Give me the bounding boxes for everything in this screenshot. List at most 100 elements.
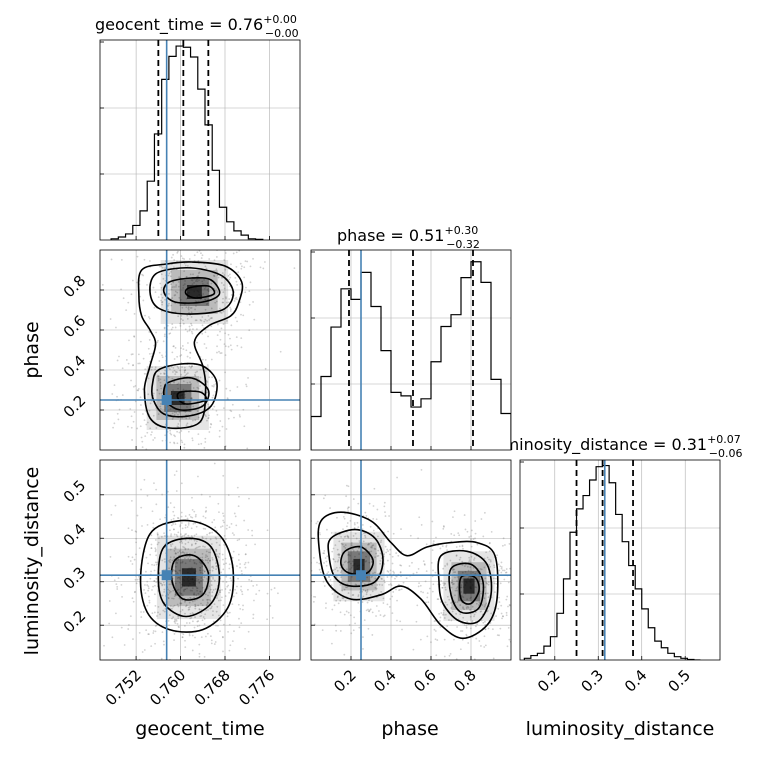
- scatter-point: [370, 560, 373, 563]
- scatter-point: [243, 563, 246, 566]
- scatter-point: [177, 517, 180, 520]
- scatter-point: [195, 319, 198, 322]
- scatter-point: [152, 585, 154, 588]
- scatter-point: [478, 604, 480, 606]
- scatter-point: [489, 560, 492, 563]
- scatter-point: [201, 604, 204, 607]
- scatter-point: [187, 534, 190, 537]
- scatter-point: [173, 533, 176, 536]
- scatter-point: [147, 347, 150, 350]
- scatter-point: [240, 589, 242, 591]
- scatter-point: [188, 634, 191, 637]
- scatter-point: [355, 583, 358, 586]
- scatter-point: [226, 615, 229, 618]
- scatter-point: [279, 350, 282, 353]
- scatter-point: [209, 538, 212, 541]
- scatter-point: [184, 612, 186, 615]
- scatter-point: [339, 599, 342, 602]
- scatter-point: [186, 406, 188, 408]
- scatter-point: [389, 553, 391, 556]
- scatter-point: [207, 609, 209, 611]
- scatter-point: [266, 529, 269, 532]
- hist-frame: [519, 459, 721, 661]
- scatter-point: [141, 413, 144, 415]
- xtick-label-geocent_time-2: 0.768: [191, 666, 234, 709]
- scatter-point: [199, 566, 202, 569]
- pair-panel-geocent_time-luminosity_distance: [99, 459, 301, 661]
- scatter-point: [156, 389, 159, 391]
- scatter-point: [367, 543, 370, 546]
- scatter-point: [154, 550, 157, 553]
- scatter-point: [204, 437, 207, 440]
- scatter-point: [132, 638, 134, 640]
- scatter-point: [432, 583, 435, 586]
- scatter-point: [436, 598, 439, 601]
- scatter-point: [208, 569, 211, 572]
- scatter-point: [203, 570, 206, 573]
- scatter-point: [420, 524, 423, 526]
- scatter-point: [211, 591, 214, 594]
- scatter-point: [113, 384, 116, 387]
- scatter-point: [207, 314, 210, 317]
- scatter-point: [196, 540, 198, 543]
- scatter-point: [164, 434, 167, 437]
- scatter-point: [110, 258, 113, 261]
- scatter-point: [205, 554, 207, 557]
- scatter-point: [170, 288, 173, 291]
- scatter-point: [173, 381, 175, 384]
- scatter-point: [318, 568, 321, 571]
- scatter-point: [454, 571, 457, 574]
- scatter-point: [344, 535, 347, 538]
- scatter-point: [169, 441, 172, 444]
- scatter-point: [371, 634, 374, 636]
- scatter-point: [214, 526, 217, 529]
- scatter-point: [156, 389, 159, 392]
- scatter-point: [206, 577, 209, 580]
- scatter-point: [234, 316, 237, 319]
- scatter-point: [344, 544, 347, 546]
- scatter-point: [156, 374, 159, 377]
- scatter-point: [173, 569, 176, 572]
- scatter-point: [185, 533, 188, 535]
- scatter-point: [187, 455, 189, 457]
- scatter-point: [415, 620, 418, 623]
- scatter-point: [228, 526, 231, 529]
- scatter-point: [127, 527, 130, 530]
- scatter-point: [200, 614, 203, 617]
- scatter-point: [226, 585, 229, 588]
- scatter-point: [170, 304, 173, 307]
- scatter-point: [172, 371, 174, 373]
- scatter-point: [501, 544, 504, 547]
- scatter-point: [245, 383, 247, 386]
- scatter-point: [229, 306, 232, 309]
- scatter-point: [347, 611, 350, 614]
- scatter-point: [440, 612, 443, 614]
- scatter-point: [173, 547, 176, 550]
- scatter-point: [193, 593, 196, 596]
- scatter-point: [199, 376, 202, 379]
- scatter-point: [156, 341, 159, 344]
- scatter-point: [352, 629, 355, 632]
- ytick-label-luminosity_distance-3: 0.5: [60, 476, 90, 506]
- scatter-point: [205, 267, 208, 270]
- scatter-point: [229, 308, 232, 311]
- scatter-point: [350, 576, 353, 578]
- scatter-point: [224, 588, 227, 590]
- scatter-point: [507, 581, 510, 584]
- scatter-point: [374, 586, 377, 589]
- scatter-point: [194, 603, 197, 606]
- pair-panel-background: [100, 250, 300, 450]
- scatter-point: [430, 561, 433, 564]
- scatter-point: [239, 415, 241, 418]
- scatter-point: [168, 567, 171, 570]
- scatter-point: [173, 434, 175, 437]
- scatter-point: [190, 527, 193, 530]
- scatter-point: [489, 559, 492, 562]
- scatter-point: [195, 279, 198, 281]
- truth-point: [161, 395, 172, 405]
- contour-4: [448, 562, 485, 614]
- scatter-point: [133, 335, 135, 338]
- scatter-point: [431, 549, 434, 552]
- scatter-point: [180, 373, 182, 376]
- scatter-point: [109, 555, 112, 558]
